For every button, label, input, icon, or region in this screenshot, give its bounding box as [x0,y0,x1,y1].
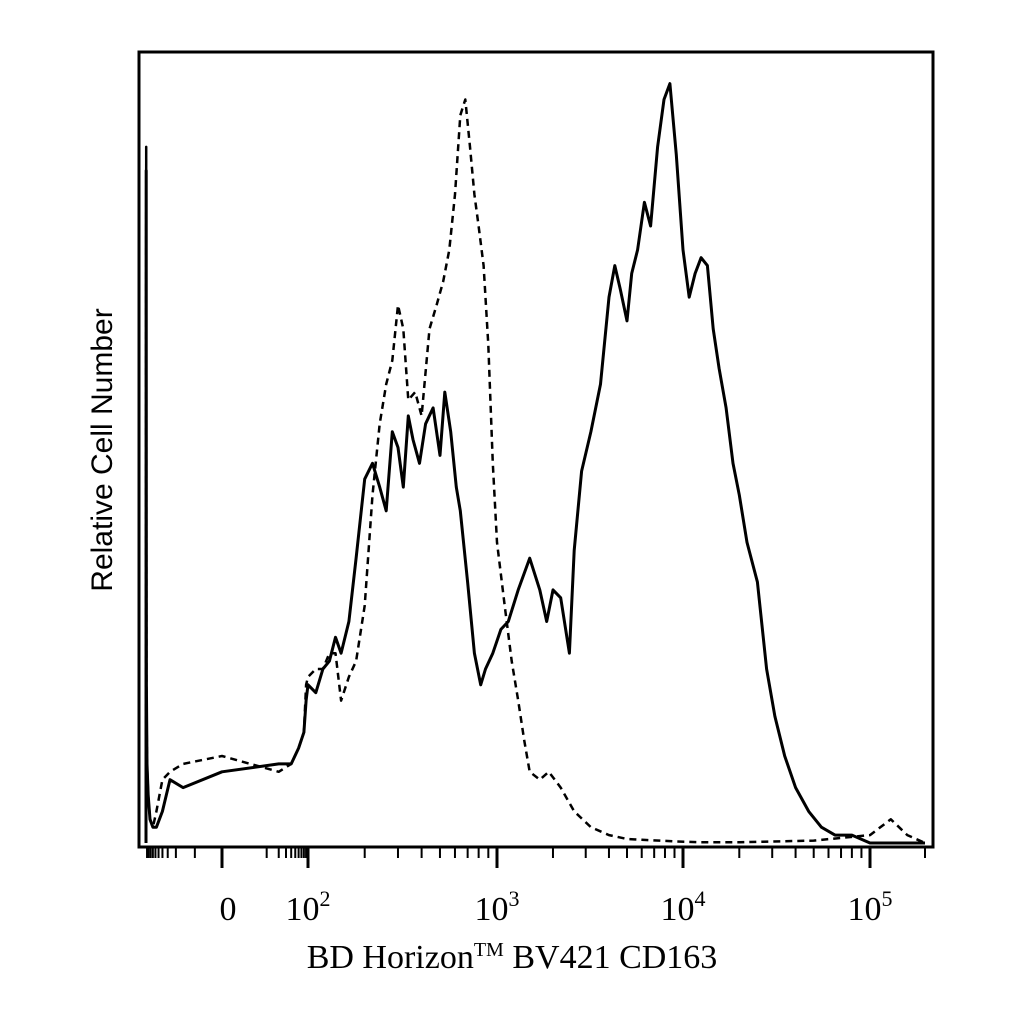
x-axis-title: BD HorizonTM BV421 CD163 [307,939,718,976]
plot-frame [137,50,935,849]
x-axis-title-main: BD Horizon [307,939,474,976]
series-layer [144,82,926,845]
y-axis-title: Relative Cell Number [86,308,119,591]
x-tick-label: 0 [220,891,237,928]
x-axis-title-tm: TM [474,939,504,961]
solid-histogram-line [144,82,925,845]
x-tick-label: 103 [475,886,520,928]
x-tick-label: 104 [661,886,706,928]
x-axis-title-rest: BV421 CD163 [504,939,717,976]
x-tick-label: 102 [286,886,331,928]
dashed-histogram-line [144,98,926,845]
x-axis-tick-labels: 0 102 103 104 105 [220,886,893,928]
x-axis-minor-ticks [146,847,926,858]
x-tick-label: 105 [848,886,893,928]
x-axis-major-ticks [220,847,872,868]
